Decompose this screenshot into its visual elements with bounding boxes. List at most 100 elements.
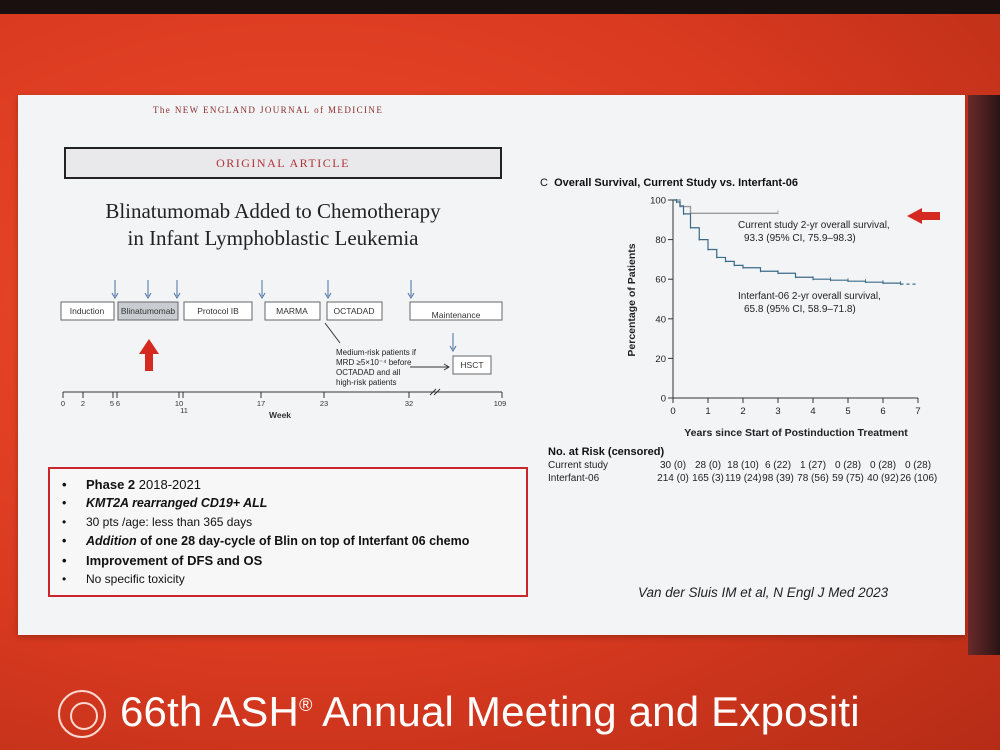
week-tick-0: 0: [61, 399, 65, 408]
note-line-4: high-risk patients: [336, 378, 396, 387]
note-line-3: OCTADAD and all: [336, 368, 401, 377]
phase-marma: MARMA: [276, 306, 308, 316]
hsct-label: HSCT: [460, 360, 483, 370]
current-study-annotation-line-2: 93.3 (95% CI, 75.9–98.3): [744, 233, 856, 244]
y-tick-label-80: 80: [655, 235, 666, 246]
citation: Van der Sluis IM et al, N Engl J Med 202…: [638, 585, 889, 600]
banner-post: Annual Meeting and Expositi: [312, 688, 860, 735]
article-title-line-1: Blinatumomab Added to Chemotherapy: [105, 199, 441, 223]
risk-value-1-0: 214 (0): [657, 473, 689, 484]
chart-title: C Overall Survival, Current Study vs. In…: [540, 177, 798, 189]
risk-value-1-4: 78 (56): [797, 473, 829, 484]
meeting-banner: 66th ASH® Annual Meeting and Expositi: [120, 688, 860, 736]
risk-row-label-interfant: Interfant-06: [548, 473, 600, 484]
ash-logo-icon: [58, 690, 106, 738]
summary-item-toxicity: No specific toxicity: [62, 570, 526, 589]
x-tick-label-5: 5: [845, 406, 850, 417]
screen-right-edge: [968, 95, 1000, 655]
article-type-box: ORIGINAL ARTICLE: [64, 147, 502, 179]
risk-value-1-2: 119 (24): [725, 473, 762, 484]
risk-value-0-7: 0 (28): [904, 460, 932, 471]
banner-pre: 66th ASH: [120, 688, 300, 735]
x-tick-label-2: 2: [740, 406, 745, 417]
week-tick-23: 23: [320, 399, 328, 408]
interfant-annotation-line-1: Interfant-06 2-yr overall survival,: [738, 291, 881, 302]
risk-value-0-3: 6 (22): [764, 460, 792, 471]
week-axis: [62, 388, 503, 398]
week-tick-10: 10: [175, 399, 183, 408]
panel-letter: C: [540, 177, 548, 189]
week-tick-2: 2: [81, 399, 85, 408]
risk-value-1-1: 165 (3): [692, 473, 724, 484]
current-study-annotation: Current study 2-yr overall survival, 93.…: [738, 219, 890, 245]
risk-value-0-4: 1 (27): [799, 460, 827, 471]
treatment-timeline: Induction Blinatumomab Protocol IB MARMA…: [60, 280, 507, 420]
highlight-arrow-up: [139, 339, 159, 371]
survival-chart: 0 20 40 60 80 100 0 1 2 3 4 5 6 7 Percentage of Patie…: [626, 196, 940, 439]
phase-blinatumomab-box: [117, 301, 179, 321]
interfant-annotation-line-2: 65.8 (95% CI, 58.9–71.8): [744, 304, 856, 315]
current-study-annotation-line-1: Current study 2-yr overall survival,: [738, 220, 890, 231]
phase-marma-box: [264, 301, 321, 321]
interfant-annotation: Interfant-06 2-yr overall survival, 65.8…: [738, 290, 881, 316]
note-arrow: [324, 322, 450, 371]
risk-table-header: No. at Risk (censored): [548, 446, 665, 458]
x-tick-label-6: 6: [880, 406, 885, 417]
phase-maintenance: Maintenance: [432, 310, 481, 320]
phase-octadad: OCTADAD: [334, 306, 375, 316]
risk-row-label-current: Current study: [548, 460, 609, 471]
series-line-0: [673, 199, 778, 214]
y-tick-label-0: 0: [661, 394, 666, 405]
summary-box: Phase 2 2018-2021 KMT2A rearranged CD19+…: [48, 467, 528, 597]
y-tick-label-60: 60: [655, 275, 666, 286]
summary-item-improvement: Improvement of DFS and OS: [62, 551, 526, 570]
phase-induction-box: [60, 301, 115, 321]
summary-list: Phase 2 2018-2021 KMT2A rearranged CD19+…: [50, 469, 526, 589]
summary-item-addition: Addition of one 28 day-cycle of Blin on …: [62, 532, 526, 551]
risk-value-0-6: 0 (28): [869, 460, 897, 471]
week-tick-11: 11: [180, 406, 188, 415]
risk-value-0-1: 28 (0): [694, 460, 722, 471]
article-type: ORIGINAL ARTICLE: [216, 155, 350, 170]
note-line-2: MRD ≥5×10⁻⁴ before: [336, 358, 412, 367]
risk-value-1-7: 26 (106): [900, 473, 938, 484]
week-tick-6: 6: [116, 399, 120, 408]
summary-item-phase: Phase 2 2018-2021: [62, 475, 526, 494]
phase-maintenance-box: [409, 301, 503, 321]
x-tick-label-4: 4: [810, 406, 815, 417]
week-axis-label: Week: [269, 410, 291, 420]
x-tick-label-3: 3: [775, 406, 780, 417]
hsct-box: [452, 355, 492, 375]
article-title: Blinatumomab Added to Chemotherapy in In…: [73, 198, 473, 252]
x-axis-label: Years since Start of Postinduction Treat…: [684, 427, 908, 439]
journal-name: The NEW ENGLAND JOURNAL of MEDICINE: [153, 105, 384, 115]
phase-protocol-ib-box: [183, 301, 253, 321]
article-title-line-2: in Infant Lymphoblastic Leukemia: [127, 226, 419, 250]
risk-value-0-5: 0 (28): [834, 460, 862, 471]
week-tick-32: 32: [405, 399, 413, 408]
highlight-arrow-left: [907, 208, 940, 224]
risk-value-1-5: 59 (75): [832, 473, 864, 484]
banner-registered: ®: [299, 695, 313, 715]
timeline-arrows: [111, 280, 457, 352]
presentation-slide: The NEW ENGLAND JOURNAL of MEDICINE ORIG…: [18, 95, 965, 635]
summary-item-population: KMT2A rearranged CD19+ ALL: [62, 494, 526, 513]
y-tick-label-100: 100: [650, 196, 666, 207]
phase-blinatumomab: Blinatumomab: [121, 306, 176, 316]
week-tick-5: 5: [110, 399, 114, 408]
phase-octadad-box: [326, 301, 383, 321]
risk-value-1-3: 98 (39): [762, 473, 794, 484]
week-tick-109: 109: [494, 399, 507, 408]
screen-top-bezel: [0, 0, 1000, 14]
risk-value-0-2: 18 (10): [727, 460, 759, 471]
y-tick-label-20: 20: [655, 354, 666, 365]
x-tick-label-1: 1: [705, 406, 710, 417]
week-tick-17: 17: [257, 399, 265, 408]
risk-value-1-6: 40 (92): [867, 473, 899, 484]
x-tick-label-0: 0: [670, 406, 675, 417]
risk-value-0-0: 30 (0): [659, 460, 687, 471]
y-axis-label: Percentage of Patients: [626, 243, 638, 356]
y-tick-label-40: 40: [655, 314, 666, 325]
x-tick-label-7: 7: [915, 406, 920, 417]
phase-induction: Induction: [70, 306, 105, 316]
